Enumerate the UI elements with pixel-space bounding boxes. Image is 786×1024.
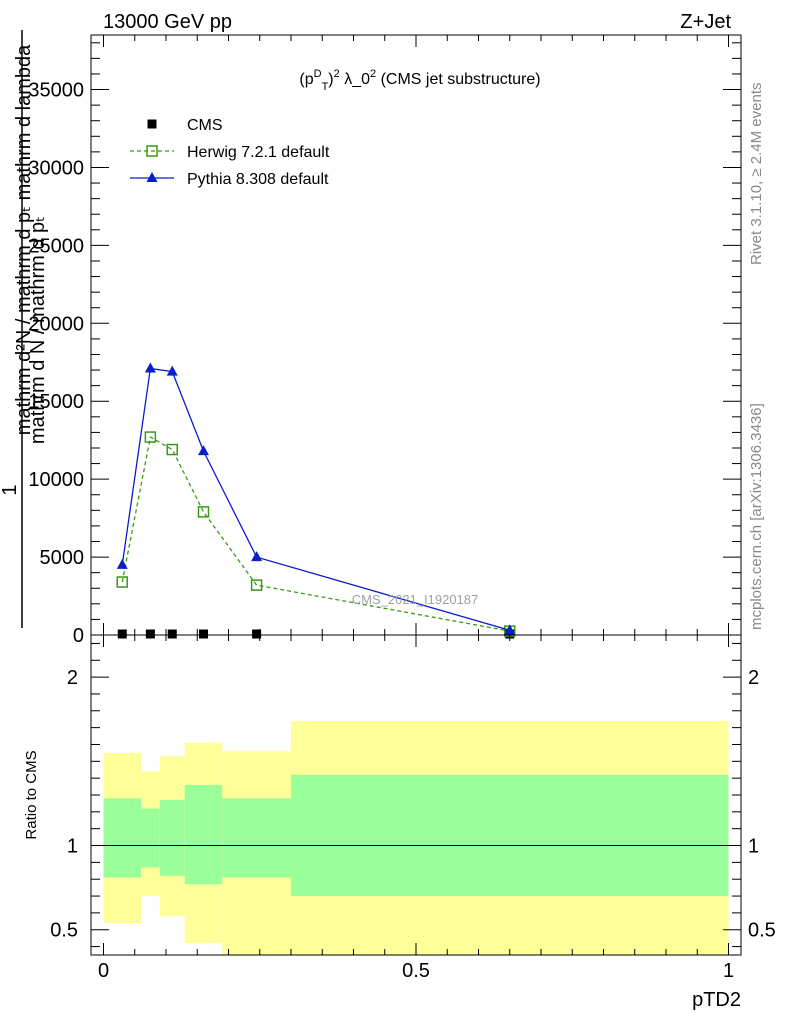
legend-marker	[146, 172, 158, 182]
series-line	[121, 367, 510, 631]
data-point	[145, 629, 155, 639]
data-point	[117, 629, 127, 639]
y-tick-label: 10000	[28, 469, 84, 491]
ratio-band-inner	[184, 784, 223, 885]
legend-marker	[147, 119, 157, 129]
y-tick-label: 25000	[28, 235, 84, 257]
ratio-band-inner	[159, 800, 185, 876]
data-point	[197, 506, 210, 518]
legend-label: Pythia 8.308 default	[187, 171, 329, 188]
mcplots-label: mcplots.cern.ch [arXiv:1306.3436]	[748, 403, 765, 630]
y-axis-label-numerator: 1	[0, 484, 21, 495]
ratio-band-inner	[141, 808, 160, 868]
data-point	[166, 443, 178, 456]
y-tick-label: 5000	[40, 547, 85, 569]
ratio-y-tick-label: 0.5	[50, 920, 78, 942]
data-point	[116, 558, 128, 569]
data-point	[251, 551, 263, 562]
ratio-y-tick-label-right: 1	[748, 836, 759, 858]
data-point	[166, 365, 178, 376]
main-panel: 0 5000 10000 15000 20000 25000 30000 35000 1 math…	[0, 30, 742, 647]
data-point	[144, 431, 157, 443]
ratio-y-tick-label: 1	[67, 836, 78, 858]
data-point	[252, 629, 262, 639]
y-tick-label: 35000	[28, 80, 84, 102]
ratio-y-tick-label: 2	[67, 667, 78, 689]
y-tick-label: 15000	[28, 391, 84, 413]
legend-label: Herwig 7.2.1 default	[187, 144, 330, 161]
data-point	[199, 629, 208, 639]
series-cms	[117, 629, 515, 639]
data-point	[250, 579, 263, 591]
data-point	[144, 362, 156, 373]
series-pythia	[116, 362, 516, 635]
y-axis-label-denominator: mathrm d N / mathrm d pₜ	[27, 216, 49, 444]
data-point	[198, 445, 209, 456]
ratio-y-axis-label: Ratio to CMS	[23, 750, 40, 839]
x-axis-label: pTD2	[692, 989, 741, 1011]
watermark: CMS_2021_I1920187	[352, 592, 479, 607]
header-right: Z+Jet	[680, 11, 731, 33]
legend: CMS Herwig 7.2.1 default Pythia 8.308 defa…	[130, 117, 330, 188]
ratio-band-inner	[103, 798, 141, 878]
y-tick-label: 0	[73, 625, 84, 647]
x-tick-label: 0.5	[402, 960, 430, 982]
x-tick-label: 0	[98, 960, 109, 982]
ratio-y-tick-label-right: 2	[748, 667, 759, 689]
data-point	[167, 629, 177, 639]
plot-title: (pDT)2 λ_02 (CMS jet substructure)	[299, 68, 540, 93]
ratio-band-inner	[222, 798, 291, 878]
x-tick-label: 1	[723, 960, 734, 982]
legend-marker	[146, 145, 158, 157]
legend-label: CMS	[187, 117, 223, 134]
ratio-y-tick-label-right: 0.5	[748, 920, 776, 942]
data-point	[116, 576, 128, 588]
y-tick-label: 20000	[28, 313, 84, 335]
ratio-band-inner	[291, 774, 729, 897]
ratio-panel: 0 0.5 1 pTD2 0.5 0.5 1 1 2 2 Ratio to CMS	[23, 634, 776, 1011]
data-point	[504, 624, 516, 635]
y-axis-label-second: mathrm d²N / mathrm d pₜ mathrm d lambda	[13, 44, 35, 435]
y-tick-label: 30000	[28, 157, 84, 179]
header-left: 13000 GeV pp	[103, 11, 232, 33]
rivet-label: Rivet 3.1.10, ≥ 2.4M events	[748, 83, 765, 266]
